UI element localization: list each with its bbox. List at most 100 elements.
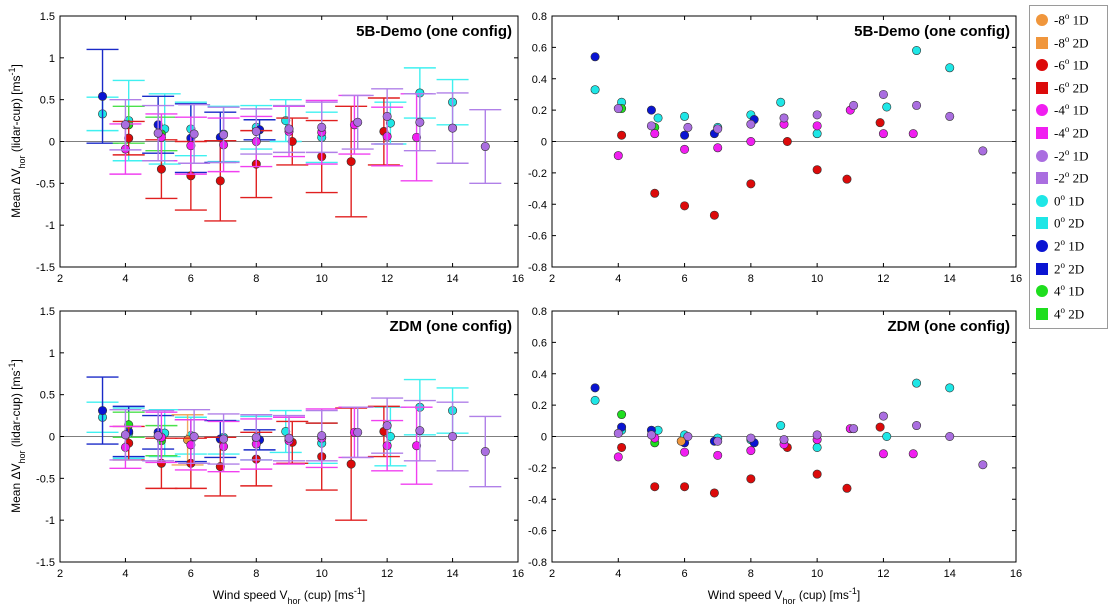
series-orange1D — [172, 415, 204, 465]
x-tick-label: 10 — [316, 568, 328, 580]
legend-label: -6o 2D — [1054, 79, 1088, 96]
x-tick-label: 4 — [122, 273, 128, 285]
data-point — [416, 426, 424, 434]
chart-panel-2: 2 4 6 8 10 12 14 16-0.8-0.6-0.4-0.200.20.40.60.… — [528, 11, 1022, 285]
data-point — [347, 157, 355, 165]
x-tick-label: 6 — [188, 568, 194, 580]
y-tick-label: 1 — [49, 53, 55, 65]
y-tick-label: -1 — [45, 515, 55, 527]
legend-item: -2o 1D — [1036, 146, 1108, 166]
data-point — [747, 180, 755, 188]
legend-marker-circle — [1036, 195, 1048, 207]
y-tick-label: -0.8 — [528, 557, 547, 569]
y-tick-label: 0 — [49, 432, 55, 444]
y-tick-label: 0.5 — [40, 390, 55, 402]
legend-label: -2o 1D — [1054, 147, 1088, 164]
x-tick-label: 14 — [446, 273, 458, 285]
x-tick-label: 4 — [615, 568, 621, 580]
chart-panel-4: 2 4 6 8 10 12 14 16-0.8-0.6-0.4-0.200.20.40.60.… — [528, 306, 1022, 580]
data-point — [946, 432, 954, 440]
data-point — [776, 421, 784, 429]
data-point — [647, 431, 655, 439]
legend-marker-square — [1036, 82, 1048, 94]
y-tick-label: -0.6 — [528, 526, 547, 538]
data-point — [614, 429, 622, 437]
chart-panel-1: 2 4 6 8 10 12 14 16 -1.5 -1 -0.5 0 0.5 1 1.5 5B-Demo (o… — [36, 11, 524, 285]
data-point — [347, 460, 355, 468]
legend-marker-circle — [1036, 14, 1048, 26]
y-tick-label: 1 — [49, 348, 55, 360]
legend-item: -8o 1D — [1036, 10, 1108, 30]
data-point — [121, 121, 129, 129]
data-point — [617, 131, 625, 139]
data-point — [617, 410, 625, 418]
data-point — [383, 421, 391, 429]
data-point — [591, 396, 599, 404]
series-purple1D — [614, 90, 987, 155]
legend-label: -4o 2D — [1054, 124, 1088, 141]
x-tick-label: 14 — [944, 273, 956, 285]
y-tick-label: -1.5 — [36, 557, 55, 569]
data-point — [617, 443, 625, 451]
series-purple1D — [109, 89, 501, 184]
x-tick-label: 6 — [188, 273, 194, 285]
data-point — [747, 434, 755, 442]
data-point — [654, 114, 662, 122]
data-point — [680, 202, 688, 210]
legend-label: -6o 1D — [1054, 56, 1088, 73]
data-point — [979, 147, 987, 155]
series-cyan1D — [591, 379, 954, 452]
x-tick-label: 6 — [682, 273, 688, 285]
legend-marker-circle — [1036, 150, 1048, 162]
y-tick-label: 0.4 — [532, 369, 547, 381]
data-point — [190, 130, 198, 138]
data-point — [813, 166, 821, 174]
data-point — [813, 122, 821, 130]
y-tick-label: 0 — [541, 137, 547, 149]
legend-item: 2o 1D — [1036, 236, 1108, 256]
data-point — [614, 453, 622, 461]
data-point — [680, 448, 688, 456]
data-point — [879, 412, 887, 420]
legend-label: -4o 1D — [1054, 101, 1088, 118]
y-tick-label: 0.8 — [532, 11, 547, 23]
y-tick-label: 0 — [541, 432, 547, 444]
panel-title: 5B-Demo (one config) — [356, 23, 512, 40]
legend-item: 4o 2D — [1036, 304, 1108, 324]
series-cyan1D — [87, 380, 469, 466]
data-point — [714, 144, 722, 152]
data-point — [747, 475, 755, 483]
data-point — [979, 461, 987, 469]
legend-item: 2o 2D — [1036, 259, 1108, 279]
legend-item: -2o 2D — [1036, 168, 1108, 188]
x-axis-label: Wind speed Vhor (cup) [ms-1] — [213, 586, 365, 606]
legend-box: -8o 1D -8o 2D -6o 1D -6o 2D -4o 1D -4o 2D -2o … — [1029, 5, 1108, 329]
x-tick-label: 12 — [381, 568, 393, 580]
data-point — [591, 53, 599, 61]
data-point — [285, 125, 293, 133]
data-point — [780, 114, 788, 122]
legend-marker-square — [1036, 37, 1048, 49]
data-point — [813, 111, 821, 119]
x-tick-label: 2 — [549, 568, 555, 580]
data-point — [843, 175, 851, 183]
data-point — [651, 129, 659, 137]
legend-label: 4o 2D — [1054, 305, 1084, 322]
legend-label: 4o 1D — [1054, 282, 1084, 299]
panel-title: 5B-Demo (one config) — [854, 23, 1010, 40]
data-point — [883, 432, 891, 440]
legend-item: 4o 1D — [1036, 281, 1108, 301]
x-tick-label: 2 — [57, 273, 63, 285]
data-point — [879, 450, 887, 458]
data-point — [946, 64, 954, 72]
series-cyan1D — [87, 68, 469, 164]
data-point — [219, 435, 227, 443]
legend-label: 2o 2D — [1054, 260, 1084, 277]
legend-marker-circle — [1036, 240, 1048, 252]
legend-marker-circle — [1036, 59, 1048, 71]
x-tick-label: 8 — [253, 568, 259, 580]
legend-marker-circle — [1036, 285, 1048, 297]
legend-label: -8o 2D — [1054, 34, 1088, 51]
data-point — [883, 103, 891, 111]
data-point — [714, 451, 722, 459]
